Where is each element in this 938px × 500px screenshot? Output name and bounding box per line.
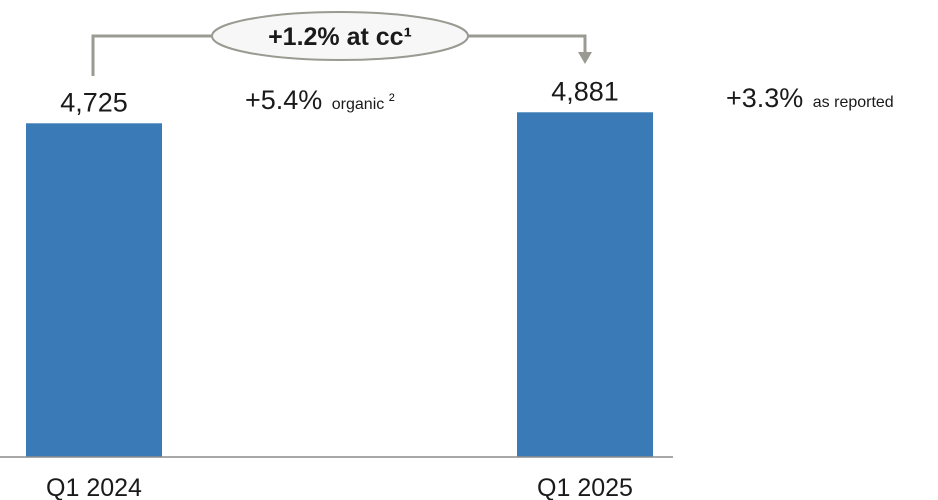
callout-pill — [211, 11, 469, 61]
category-label-q1-2025: Q1 2025 — [537, 474, 633, 500]
reported-growth-annotation: +3.3% as reported — [726, 83, 894, 113]
bar-q1-2024 — [26, 123, 162, 457]
bar-value-label-q1-2024: 4,725 — [60, 87, 128, 117]
bar-value-label-q1-2025: 4,881 — [551, 76, 619, 106]
reported-growth-suffix: as reported — [813, 94, 894, 111]
organic-growth-footnote: 2 — [389, 92, 395, 104]
organic-growth-value: +5.4% — [245, 85, 322, 115]
bar-q1-2025 — [517, 112, 653, 457]
connector-arrowhead — [578, 52, 592, 64]
callout-connector — [91, 34, 587, 76]
callout-pill-label: +1.2% at cc¹ — [268, 23, 412, 51]
organic-growth-annotation: +5.4% organic 2 — [245, 85, 395, 115]
category-label-q1-2024: Q1 2024 — [46, 474, 142, 500]
reported-growth-value: +3.3% — [726, 83, 803, 113]
organic-growth-suffix: organic — [332, 96, 384, 113]
